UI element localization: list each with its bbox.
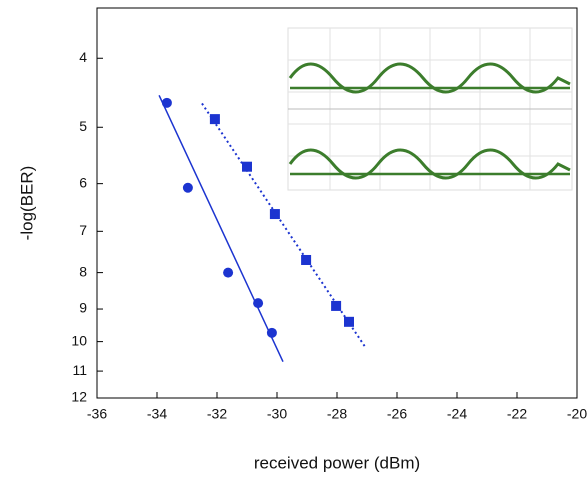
data-point bbox=[344, 316, 354, 327]
fit-line bbox=[158, 95, 284, 362]
data-point bbox=[266, 327, 277, 338]
data-point bbox=[301, 254, 312, 265]
y-tick-label: 9 bbox=[79, 300, 87, 316]
x-tick-label: -22 bbox=[507, 406, 527, 422]
x-axis-title: received power (dBm) bbox=[254, 453, 420, 472]
y-tick-label: 5 bbox=[79, 118, 87, 134]
eye-diagram-inset bbox=[287, 27, 573, 191]
data-point bbox=[253, 298, 264, 309]
y-tick-label: 7 bbox=[79, 222, 87, 238]
data-point bbox=[182, 182, 193, 193]
data-point bbox=[242, 161, 252, 172]
x-tick-label: -24 bbox=[447, 406, 467, 422]
y-tick-label: 12 bbox=[71, 389, 87, 405]
x-tick-label: -36 bbox=[87, 406, 107, 422]
x-tick-label: -26 bbox=[387, 406, 407, 422]
data-point bbox=[269, 209, 280, 220]
y-tick-label: 6 bbox=[79, 174, 87, 190]
x-tick-label: -20 bbox=[567, 406, 587, 422]
x-tick-label: -28 bbox=[327, 406, 347, 422]
y-tick-label: 8 bbox=[79, 263, 87, 279]
y-tick-label: 10 bbox=[71, 332, 87, 348]
x-tick-label: -30 bbox=[267, 406, 287, 422]
y-tick-label: 11 bbox=[72, 362, 87, 378]
data-point bbox=[331, 300, 342, 311]
y-axis-title: -log(BER) bbox=[17, 166, 36, 241]
data-point bbox=[223, 267, 234, 278]
x-tick-label: -34 bbox=[147, 406, 167, 422]
data-point bbox=[209, 114, 220, 125]
fit-line bbox=[201, 102, 366, 348]
x-tick-label: -32 bbox=[207, 406, 227, 422]
y-tick-label: 4 bbox=[79, 49, 87, 65]
